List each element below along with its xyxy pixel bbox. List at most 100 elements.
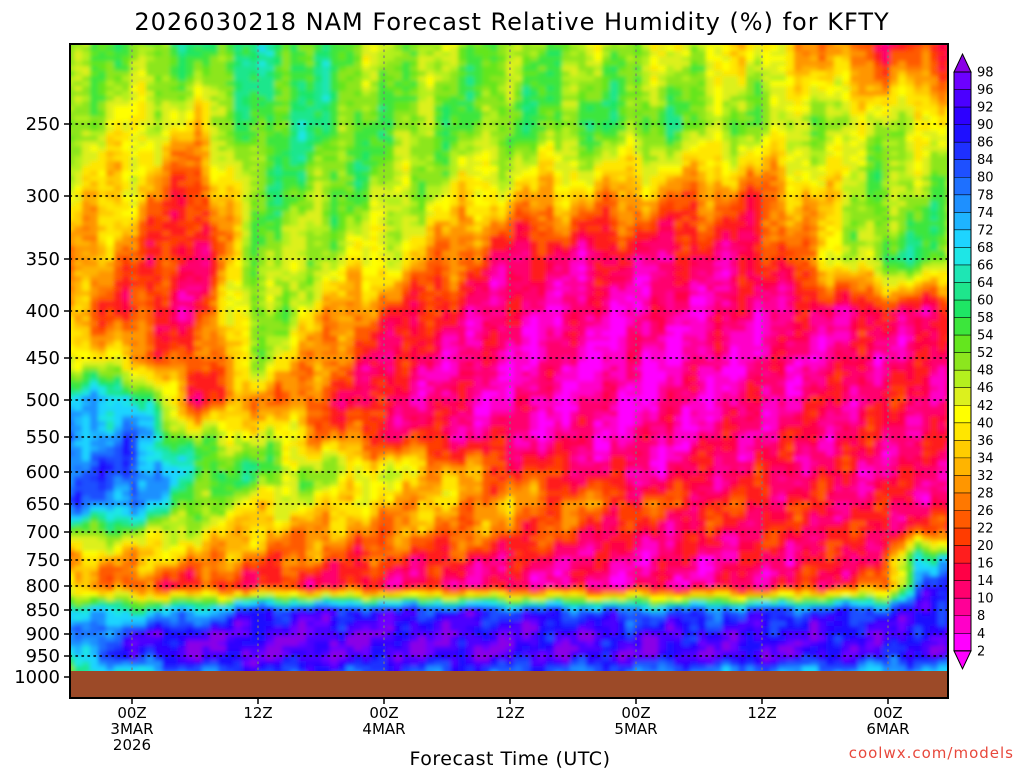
rh-cell (146, 121, 155, 127)
rh-cell (98, 191, 107, 197)
rh-cell (122, 71, 131, 77)
rh-cell (90, 416, 99, 422)
rh-cell (106, 131, 115, 137)
rh-cell (90, 161, 99, 167)
rh-cell (90, 626, 99, 632)
rh-cell (90, 546, 99, 552)
rh-cell (170, 446, 179, 452)
rh-cell (82, 131, 91, 137)
rh-cell (138, 621, 147, 627)
rh-cell (106, 121, 115, 127)
rh-cell (170, 136, 179, 142)
rh-cell (106, 286, 115, 292)
rh-cell (82, 326, 91, 332)
rh-cell (186, 296, 195, 302)
rh-cell (186, 96, 195, 102)
rh-cell (162, 651, 171, 657)
rh-cell (186, 176, 195, 182)
rh-cell (154, 366, 163, 372)
rh-cell (106, 471, 115, 477)
rh-cell (82, 296, 91, 302)
rh-cell (74, 121, 83, 127)
rh-cell (170, 371, 179, 377)
rh-cell (122, 206, 131, 212)
rh-cell (138, 271, 147, 277)
rh-cell (186, 661, 195, 667)
rh-cell (82, 481, 91, 487)
rh-cell (98, 221, 107, 227)
rh-cell (162, 306, 171, 312)
rh-cell (70, 641, 75, 647)
rh-cell (106, 506, 115, 512)
rh-cell (90, 171, 99, 177)
rh-cell (98, 486, 107, 492)
rh-cell (90, 346, 99, 352)
rh-cell (82, 311, 91, 317)
rh-cell (178, 466, 187, 472)
rh-cell (70, 521, 75, 527)
rh-cell (74, 421, 83, 427)
rh-cell (146, 486, 155, 492)
rh-cell (70, 516, 75, 522)
rh-cell (170, 601, 179, 607)
rh-cell (90, 351, 99, 357)
rh-cell (82, 81, 91, 87)
rh-cell (114, 136, 123, 142)
rh-cell (114, 126, 123, 132)
rh-cell (162, 251, 171, 257)
rh-cell (122, 576, 131, 582)
rh-cell (154, 461, 163, 467)
rh-cell (74, 426, 83, 432)
rh-cell (138, 661, 147, 667)
rh-cell (98, 326, 107, 332)
rh-cell (146, 176, 155, 182)
rh-cell (162, 116, 171, 122)
rh-cell (178, 91, 187, 97)
rh-cell (146, 616, 155, 622)
rh-cell (162, 46, 171, 52)
rh-cell (70, 466, 75, 472)
rh-cell (146, 481, 155, 487)
rh-cell (98, 316, 107, 322)
rh-cell (170, 46, 179, 52)
rh-cell (186, 201, 195, 207)
rh-cell (98, 511, 107, 517)
rh-cell (70, 581, 75, 587)
rh-cell (70, 44, 75, 47)
rh-cell (70, 661, 75, 667)
rh-cell (130, 511, 139, 517)
rh-cell (138, 181, 147, 187)
rh-cell (98, 351, 107, 357)
rh-cell (90, 661, 99, 667)
rh-cell (130, 161, 139, 167)
rh-cell (70, 651, 75, 657)
rh-cell (146, 596, 155, 602)
rh-cell (146, 621, 155, 627)
rh-cell (82, 661, 91, 667)
rh-cell (98, 406, 107, 412)
rh-cell (90, 281, 99, 287)
rh-cell (130, 391, 139, 397)
rh-cell (82, 521, 91, 527)
rh-cell (162, 161, 171, 167)
rh-cell (130, 421, 139, 427)
rh-cell (122, 566, 131, 572)
rh-cell (154, 241, 163, 247)
rh-cell (74, 521, 83, 527)
rh-cell (146, 211, 155, 217)
rh-cell (194, 86, 203, 92)
rh-cell (162, 236, 171, 242)
rh-cell (82, 576, 91, 582)
rh-cell (170, 576, 179, 582)
rh-cell (90, 126, 99, 132)
rh-cell (186, 231, 195, 237)
rh-cell (98, 661, 107, 667)
rh-cell (98, 51, 107, 57)
rh-cell (162, 81, 171, 87)
rh-cell (82, 44, 91, 47)
rh-cell (82, 251, 91, 257)
rh-cell (154, 431, 163, 437)
rh-cell (186, 476, 195, 482)
rh-cell (70, 401, 75, 407)
rh-cell (122, 541, 131, 547)
